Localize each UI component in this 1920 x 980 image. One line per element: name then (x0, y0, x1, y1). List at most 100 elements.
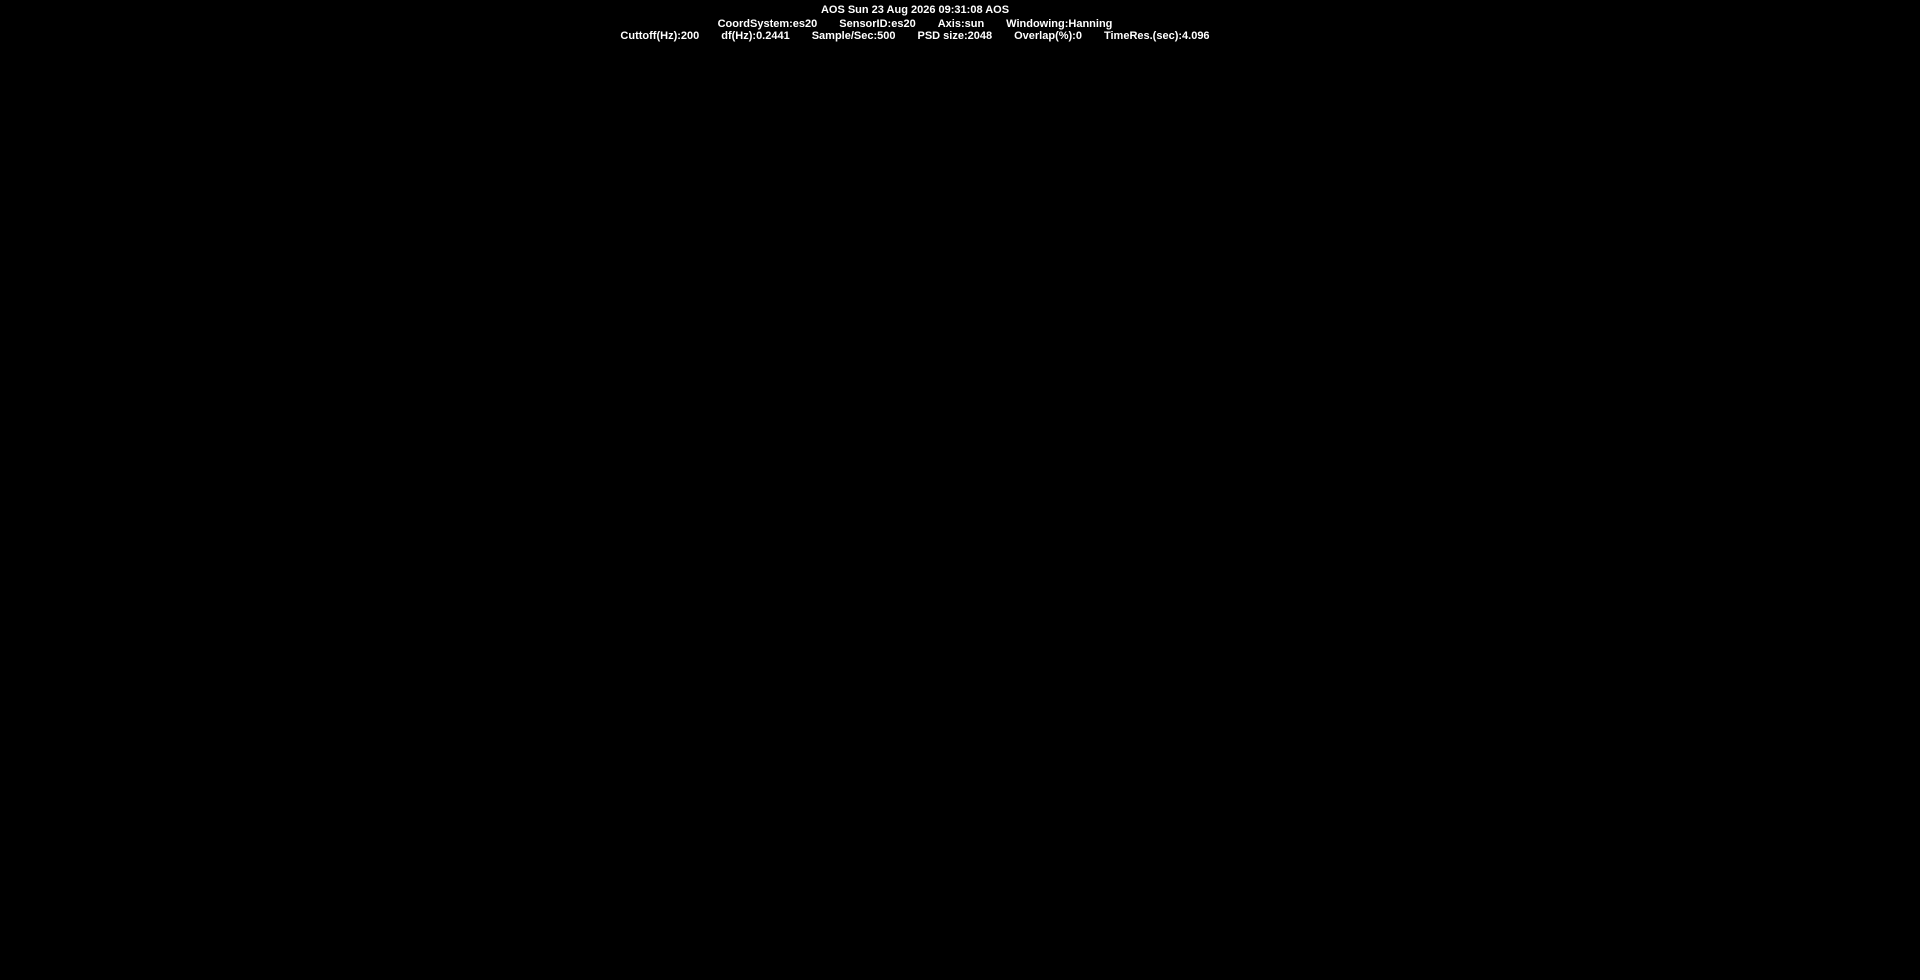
spectrum-band (51, 415, 1803, 438)
y-tick-label: 145 (25, 301, 43, 313)
x-tick-label: 09:15:00.000 (1520, 937, 1585, 949)
x-axis-label: Time (934, 964, 959, 976)
x-tick-label-top: 4950 (917, 51, 941, 63)
x-tick-label-top: 4900 (865, 51, 889, 63)
x-tick-date: 08/23/2026 (380, 949, 435, 961)
colorbar-label: Amplitude(Log10(g^2/Hz)) (1902, 408, 1914, 545)
header-item: Sample/Sec:500 (811, 30, 896, 42)
x-tick-label-top: 5000 (969, 51, 993, 63)
x-tick-label-top: 4150 (83, 51, 107, 63)
x-tick-date: 08/23/2026 (1678, 949, 1733, 961)
spectrum-band (51, 630, 1803, 654)
spectrum-band (51, 372, 1803, 395)
x-tick-date: 08/23/2026 (1525, 949, 1580, 961)
y-tick-label: 110 (25, 452, 43, 464)
x-tick-label-top: 5300 (1282, 51, 1306, 63)
spectrum-band (51, 609, 1803, 632)
header-item: df(Hz):0.2441 (721, 30, 790, 42)
x-tick-date: 08/23/2026 (762, 949, 817, 961)
x-tick-label: 08:45:00.000 (1062, 937, 1127, 949)
header-item: CoordSystem:es20 (717, 18, 818, 30)
spectrum-band (51, 695, 1803, 718)
x-tick-label-top: 4700 (656, 51, 680, 63)
spectrum-band (51, 264, 1803, 287)
spectrum-band (51, 307, 1803, 330)
y-tick-label: 185 (25, 129, 43, 141)
y-tick-label: 150 (25, 280, 43, 292)
x-tick-date: 08/23/2026 (2, 949, 57, 961)
x-tick-label-top: 4500 (448, 51, 472, 63)
x-tick-date: 08/23/2026 (303, 949, 358, 961)
x-tick-label-top: 5500 (1490, 51, 1514, 63)
x-tick-label: 08:50:00.000 (1138, 937, 1203, 949)
x-tick-label: 07:36:41.096 (2, 937, 67, 949)
y-tick-label: 50 (31, 711, 43, 723)
y-tick-label: 140 (25, 323, 43, 335)
y-tick-label: 85 (31, 560, 43, 572)
x-tick-label-top: 4550 (500, 51, 524, 63)
x-tick-date: 08/23/2026 (532, 949, 587, 961)
spectrum-band (51, 479, 1803, 502)
tone-line (51, 592, 1803, 596)
y-tick-label: 155 (25, 258, 43, 270)
x-tick-date: 08/23/2026 (838, 949, 893, 961)
colorbar (1840, 76, 1859, 937)
spectrum-band (51, 113, 1803, 136)
title: AOS Sun 23 Aug 2026 09:31:08 AOS (820, 4, 1010, 16)
y-tick-label: 200 (25, 64, 43, 76)
spectrum-band (51, 156, 1803, 179)
x-tick-date: 08/23/2026 (1143, 949, 1198, 961)
tone-line (51, 694, 1803, 698)
spectrum-band (51, 350, 1803, 373)
y-tick-label: 165 (25, 215, 43, 227)
y-tick-label: 115 (25, 431, 43, 443)
tone-line (51, 564, 1803, 568)
x-tick-label-top: 5650 (1647, 51, 1671, 63)
y-tick-label: 95 (31, 517, 43, 529)
spectrum-band (51, 738, 1803, 761)
header-item: Axis:sun (937, 18, 985, 30)
tone-line (51, 795, 1803, 799)
x-tick-label-top: 4850 (813, 51, 837, 63)
y-tick-label: 105 (25, 474, 43, 486)
x-tick-label: 09:05:00.000 (1367, 937, 1432, 949)
y-tick-label: 180 (25, 150, 43, 162)
x-tick-date: 08/23/2026 (456, 949, 511, 961)
y-tick-label: 130 (25, 366, 43, 378)
y-tick-label: 135 (25, 344, 43, 356)
header-item: Windowing:Hanning (1006, 18, 1113, 30)
header-line3: Cuttoff(Hz):200 df(Hz):0.2441 Sample/Sec:5… (0, 30, 1830, 42)
x-tick-label: 07:55:00.000 (298, 937, 363, 949)
x-tick-label: 09:10:00.000 (1444, 937, 1509, 949)
header-item: Overlap(%):0 (1014, 30, 1082, 42)
tone-line (51, 301, 1803, 305)
spectrum-band (51, 889, 1803, 912)
spectrum-band (51, 781, 1803, 805)
y-tick-label: 0 (37, 927, 43, 939)
x-tick-label-top: 5750 (1751, 51, 1775, 63)
tone-line (51, 124, 1803, 128)
x-tick-date: 08/23/2026 (1778, 949, 1833, 961)
x-tick-label-top: 4450 (395, 51, 419, 63)
x-tick-date: 08/23/2026 (1602, 949, 1657, 961)
x-tick-date: 08/23/2026 (991, 949, 1046, 961)
x-tick-label-top: 5700 (1699, 51, 1723, 63)
y-tick-label: 15 (31, 862, 43, 874)
x-tick-label: 09:25:00.000 (1673, 937, 1738, 949)
x-tick-label-top: 5200 (1178, 51, 1202, 63)
x-tick-label: 08:30:00.000 (833, 937, 898, 949)
spectrum-band (51, 328, 1803, 351)
y-tick-label: 35 (31, 776, 43, 788)
spectrum-band (51, 674, 1803, 697)
y-tick-label: 25 (31, 819, 43, 831)
x-tick-label: 08:25:00.000 (756, 937, 821, 949)
spectrum-band (51, 393, 1803, 416)
spectrum-band (51, 501, 1803, 524)
y-tick-label: 10 (31, 884, 43, 896)
spectrum-band (51, 760, 1803, 783)
spectrum-band (51, 134, 1803, 157)
tone-line (51, 508, 1803, 512)
x-tick-label: 09:20:00.000 (1597, 937, 1662, 949)
x-tick-label-top: 5550 (1543, 51, 1567, 63)
